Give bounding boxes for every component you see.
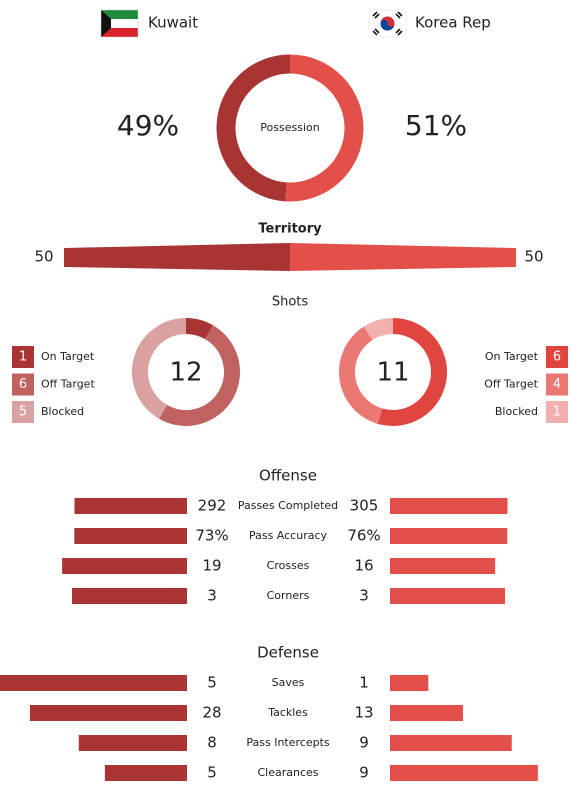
shots-category: On Target xyxy=(41,350,95,363)
defense-title: Defense xyxy=(257,644,319,662)
stat-bar xyxy=(390,558,496,574)
stat-value: 3 xyxy=(359,587,369,605)
offense-title: Offense xyxy=(259,467,317,485)
kuwait-flag xyxy=(100,9,139,38)
stat-value: 73% xyxy=(195,527,228,545)
stat-label: Clearances xyxy=(257,766,318,779)
stat-bar xyxy=(390,765,538,781)
away-shots-total: 11 xyxy=(376,358,409,388)
possession-arc xyxy=(216,54,291,202)
stat-value: 1 xyxy=(359,674,369,692)
away-territory: 50 xyxy=(524,248,543,266)
stat-value: 5 xyxy=(207,764,217,782)
shots-title: Shots xyxy=(272,295,309,310)
legend-swatch xyxy=(546,373,568,396)
possession-arc xyxy=(285,54,364,202)
stat-bar xyxy=(390,735,512,751)
legend-swatch xyxy=(546,346,568,368)
stat-value: 28 xyxy=(202,704,221,722)
legend-swatch xyxy=(12,346,34,368)
shots-arc xyxy=(339,326,383,424)
stat-bar xyxy=(74,498,187,514)
shots-arc xyxy=(185,318,213,340)
stat-label: Passes Completed xyxy=(238,499,338,512)
stat-value: 19 xyxy=(202,557,221,575)
legend-swatch xyxy=(546,401,568,423)
stat-value: 5 xyxy=(207,674,217,692)
territory-bar xyxy=(290,243,516,271)
home-territory: 50 xyxy=(34,248,53,266)
stat-bar xyxy=(390,498,508,514)
shots-category: On Target xyxy=(485,350,539,363)
stat-value: 292 xyxy=(198,497,227,515)
shots-arc xyxy=(132,318,187,419)
stat-value: 305 xyxy=(350,497,379,515)
shots-count: 1 xyxy=(19,350,27,365)
shots-category: Blocked xyxy=(495,405,538,418)
stat-label: Saves xyxy=(272,676,305,689)
home-possession: 49% xyxy=(117,109,179,142)
stat-label: Pass Intercepts xyxy=(246,736,330,749)
stat-label: Corners xyxy=(267,589,310,602)
stat-value: 16 xyxy=(354,557,373,575)
legend-swatch xyxy=(12,401,34,423)
stat-value: 9 xyxy=(359,734,369,752)
territory-title: Territory xyxy=(258,222,322,237)
shots-category: Blocked xyxy=(41,405,84,418)
stat-bar xyxy=(0,675,188,691)
stat-label: Crosses xyxy=(267,559,310,572)
stat-bar xyxy=(62,558,188,574)
stat-label: Pass Accuracy xyxy=(249,529,328,542)
stat-bar xyxy=(74,528,187,544)
stat-value: 13 xyxy=(354,704,373,722)
stat-bar xyxy=(390,705,463,721)
stat-bar xyxy=(390,675,429,691)
possession-label: Possession xyxy=(260,121,319,134)
stat-bar xyxy=(390,588,505,604)
stat-bar xyxy=(390,528,508,544)
stat-bar xyxy=(78,735,187,751)
shots-arc xyxy=(377,318,447,426)
stat-value: 8 xyxy=(207,734,217,752)
away-team: Korea Rep xyxy=(415,14,491,32)
shots-count: 6 xyxy=(553,350,561,365)
stat-value: 76% xyxy=(347,527,380,545)
shots-category: Off Target xyxy=(41,378,95,391)
korea-flag xyxy=(368,9,407,38)
stat-label: Tackles xyxy=(267,706,308,719)
stat-bar xyxy=(29,705,187,721)
stat-bar xyxy=(104,765,187,781)
stat-value: 9 xyxy=(359,764,369,782)
shots-arc xyxy=(363,318,394,341)
shots-count: 4 xyxy=(553,377,561,392)
home-team: Kuwait xyxy=(148,14,198,32)
away-possession: 51% xyxy=(405,109,467,142)
home-shots-total: 12 xyxy=(169,358,202,388)
shots-category: Off Target xyxy=(484,378,538,391)
stat-value: 3 xyxy=(207,587,217,605)
shots-count: 5 xyxy=(19,405,27,420)
shots-count: 1 xyxy=(553,405,561,420)
shots-count: 6 xyxy=(19,377,27,392)
legend-swatch xyxy=(12,373,34,396)
shots-arc xyxy=(159,325,240,426)
stat-bar xyxy=(72,588,187,604)
territory-bar xyxy=(64,243,290,271)
